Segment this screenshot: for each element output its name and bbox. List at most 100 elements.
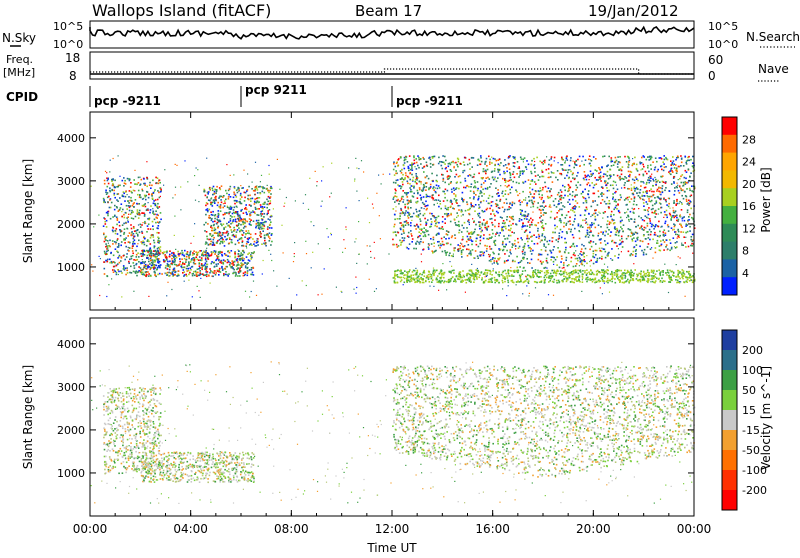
echo-cell: [674, 226, 676, 228]
echo-cell: [447, 207, 449, 209]
echo-cell: [105, 190, 107, 192]
echo-cell: [410, 225, 412, 227]
echo-cell: [451, 191, 453, 193]
echo-cell: [435, 192, 437, 194]
echo-cell: [112, 240, 114, 242]
echo-cell: [472, 272, 474, 274]
echo-cell: [592, 224, 594, 226]
echo-cell: [260, 222, 262, 224]
echo-cell: [117, 257, 119, 259]
echo-cell: [519, 220, 521, 222]
echo-cell: [541, 249, 543, 251]
echo-cell: [210, 241, 212, 243]
echo-cell: [454, 198, 456, 200]
echo-cell: [450, 244, 452, 246]
echo-cell: [503, 271, 505, 273]
echo-cell: [563, 262, 565, 264]
echo-cell: [404, 278, 406, 280]
echo-cell: [502, 207, 504, 209]
echo-cell: [642, 168, 644, 170]
echo-cell: [123, 214, 125, 216]
echo-cell: [444, 250, 446, 252]
echo-cell: [157, 221, 159, 223]
echo-cell: [577, 270, 579, 272]
echo-cell: [493, 213, 495, 215]
echo-cell: [483, 219, 485, 221]
echo-cell: [559, 198, 561, 200]
echo-cell: [494, 260, 496, 262]
echo-cell: [643, 205, 645, 207]
echo-cell: [143, 262, 145, 264]
echo-cell: [199, 274, 201, 276]
echo-cell: [607, 233, 609, 235]
echo-cell: [436, 175, 438, 177]
echo-cell: [498, 207, 500, 209]
echo-cell: [223, 273, 225, 275]
echo-cell: [554, 157, 556, 159]
echo-cell: [666, 274, 668, 276]
echo-cell: [396, 196, 398, 198]
echo-cell: [104, 273, 106, 275]
echo-cell: [455, 169, 457, 171]
echo-cell: [475, 240, 477, 242]
echo-cell: [618, 169, 620, 171]
echo-cell: [660, 187, 662, 189]
echo-cell: [687, 231, 689, 233]
echo-cell: [112, 178, 114, 180]
echo-cell: [116, 199, 118, 201]
echo-cell: [444, 163, 446, 165]
echo-cell: [673, 200, 675, 202]
echo-cell: [219, 239, 221, 241]
echo-cell: [519, 246, 521, 248]
echo-cell: [585, 176, 587, 178]
echo-cell: [607, 171, 609, 173]
echo-cell: [432, 164, 434, 166]
echo-cell: [551, 164, 553, 166]
echo-cell: [251, 257, 253, 259]
echo-cell: [204, 190, 206, 192]
echo-cell: [447, 200, 449, 202]
echo-cell: [615, 157, 617, 159]
echo-cell: [442, 280, 444, 282]
echo-cell: [491, 222, 493, 224]
echo-cell: [500, 216, 502, 218]
echo-cell: [674, 231, 676, 233]
echo-cell: [657, 189, 659, 191]
echo-cell: [250, 219, 252, 221]
echo-cell: [256, 223, 258, 225]
echo-cell: [261, 228, 263, 230]
echo-cell: [550, 259, 552, 261]
echo-cell: [242, 219, 244, 221]
echo-cell: [268, 236, 270, 238]
echo-cell: [531, 267, 533, 269]
echo-cell: [151, 195, 153, 197]
echo-cell: [573, 254, 575, 256]
echo-cell: [503, 211, 505, 213]
echo-cell: [641, 228, 643, 230]
echo-cell: [107, 240, 109, 242]
echo-cell: [460, 276, 462, 278]
echo-cell: [218, 254, 220, 256]
echo-cell: [260, 211, 262, 213]
echo-cell: [152, 261, 154, 263]
echo-cell: [590, 165, 592, 167]
echo-cell: [270, 200, 272, 202]
echo-cell: [549, 197, 551, 199]
echo-cell: [462, 192, 464, 194]
echo-cell: [646, 201, 648, 203]
echo-cell: [445, 252, 447, 254]
echo-cell: [543, 207, 545, 209]
echo-cell: [426, 209, 428, 211]
echo-cell: [485, 161, 487, 163]
echo-cell: [138, 261, 140, 263]
echo-cell: [136, 254, 138, 256]
echo-cell: [208, 199, 210, 201]
echo-cell: [542, 233, 544, 235]
echo-cell: [454, 234, 456, 236]
echo-cell: [211, 251, 213, 253]
echo-cell: [428, 187, 430, 189]
echo-cell: [201, 255, 203, 257]
echo-cell: [150, 275, 152, 277]
echo-cell: [230, 223, 232, 225]
echo-cell: [665, 201, 667, 203]
